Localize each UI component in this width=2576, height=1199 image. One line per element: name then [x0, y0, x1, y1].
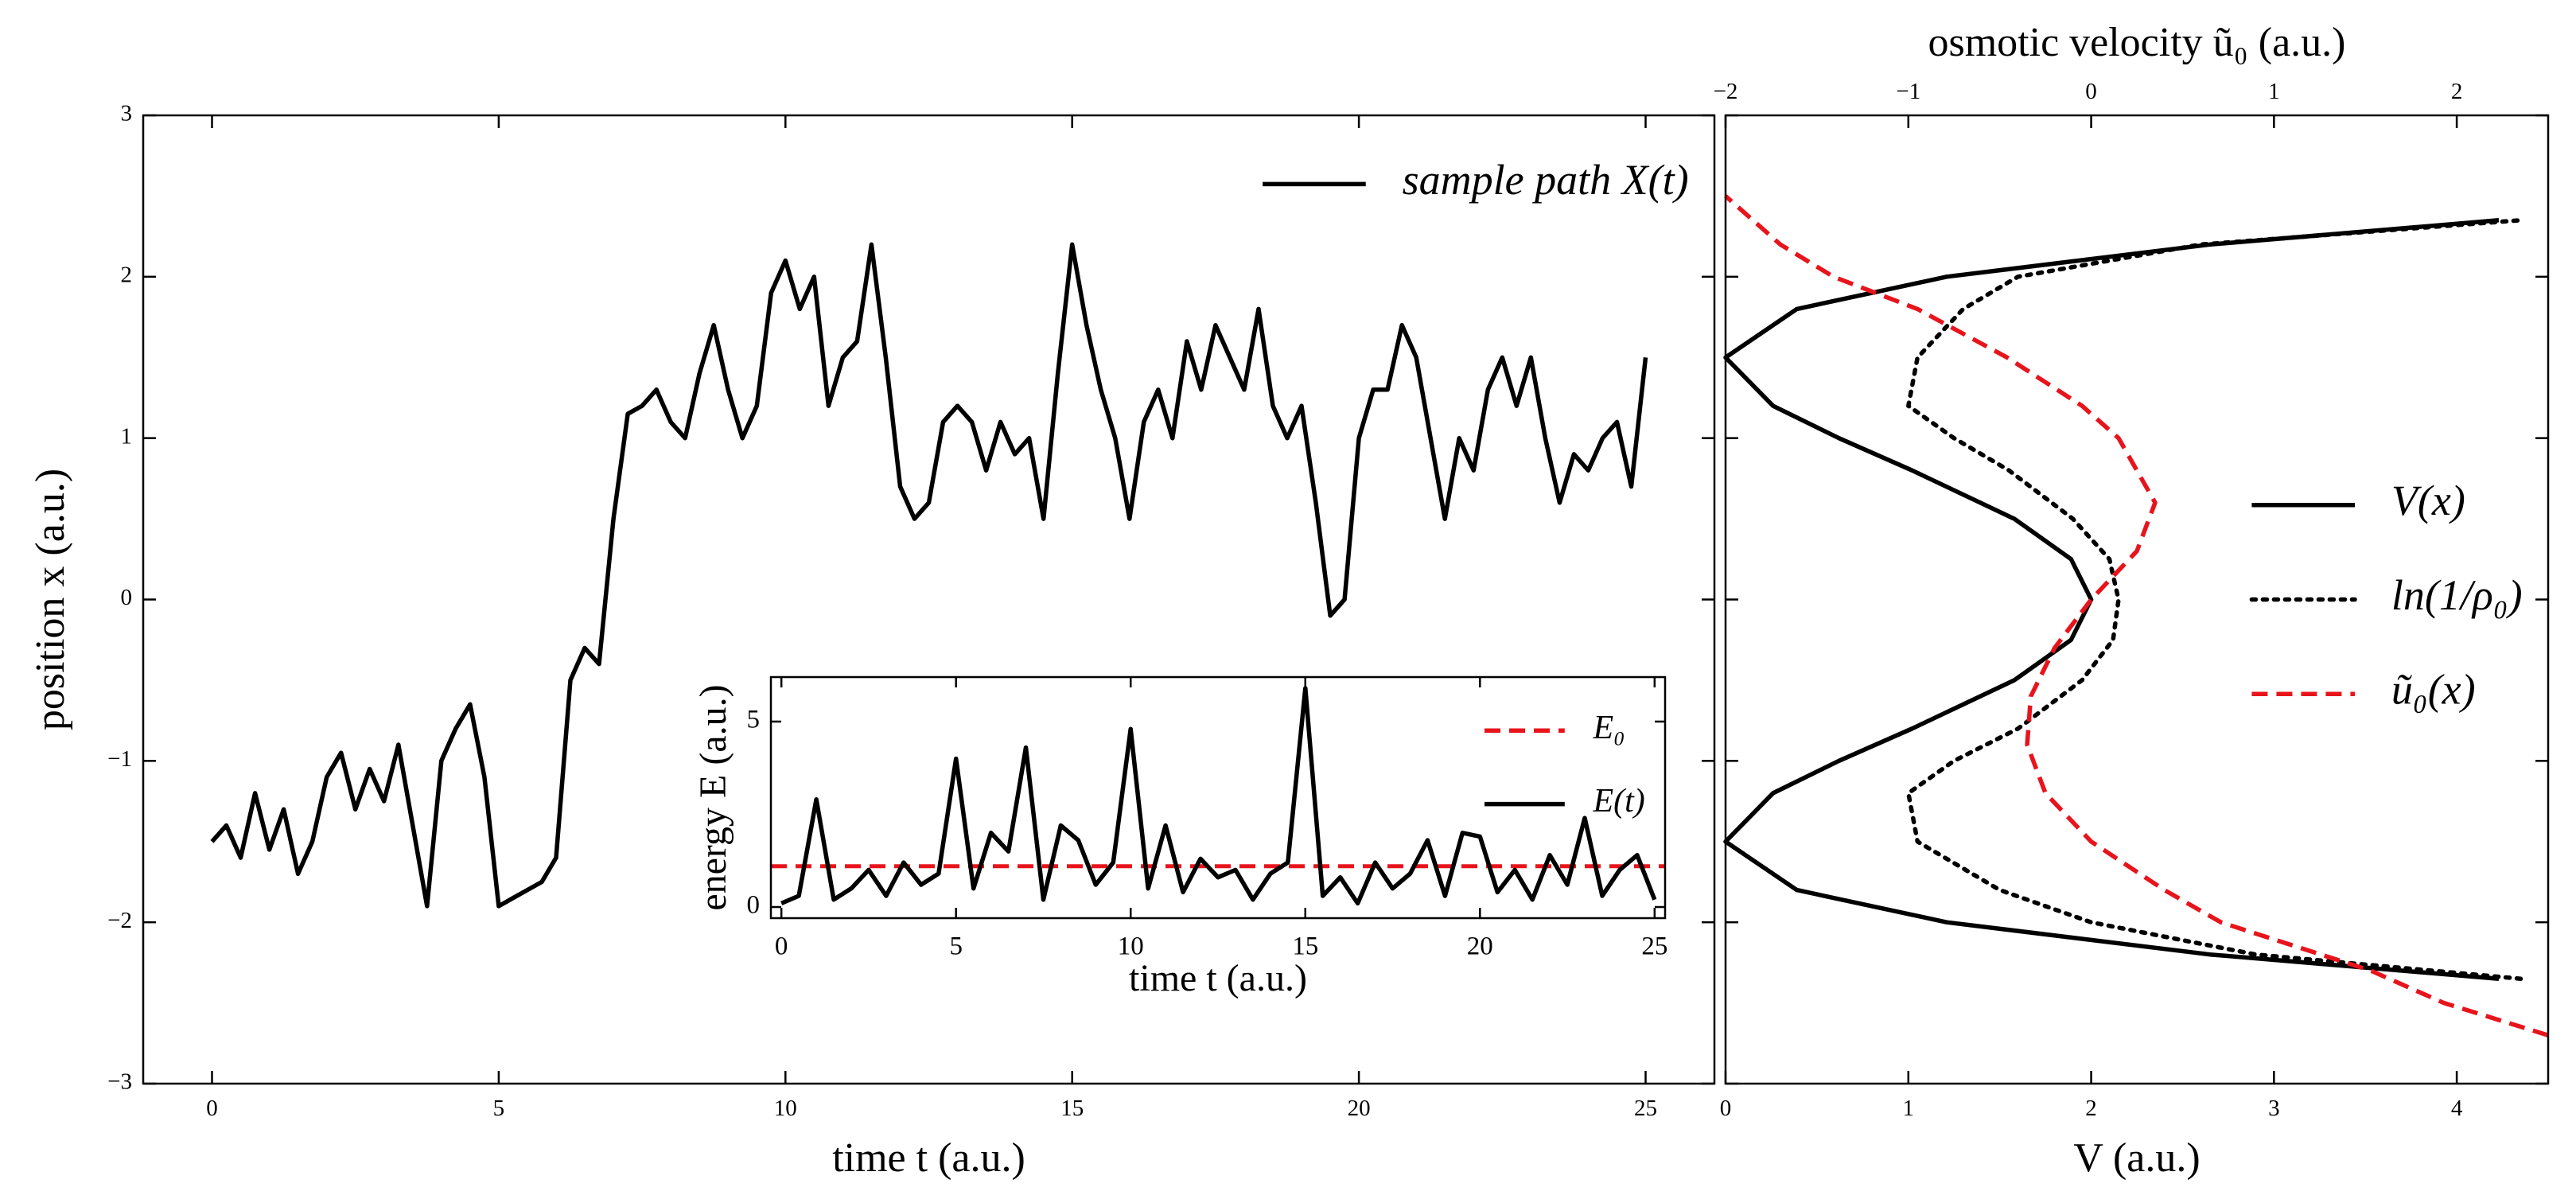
x-tick-label: 5: [493, 1096, 505, 1121]
x-tick-label: 10: [1118, 932, 1144, 961]
x-tick-label: 4: [2451, 1096, 2463, 1121]
y-tick-label: −3: [107, 1069, 132, 1095]
y-tick-label: −1: [107, 746, 132, 772]
x-tick-label: 20: [1467, 932, 1493, 961]
x-tick-label: 5: [949, 932, 963, 961]
x2-tick-label: 1: [2268, 79, 2280, 104]
x-tick-label: 0: [775, 932, 788, 961]
x-tick-label: 2: [2085, 1096, 2097, 1121]
legend-label: E₀: [1593, 710, 1625, 746]
y-tick-label: 2: [121, 262, 133, 287]
series-line: [1723, 218, 2500, 981]
axes-frame: [769, 675, 1667, 920]
x-tick-label: 20: [1348, 1096, 1371, 1121]
y-tick-label: 0: [747, 891, 761, 920]
y-tick-label: 5: [747, 706, 761, 734]
x-tick-label: 25: [1641, 932, 1667, 961]
panel: 0 1 2 3 4 −2 −1 0 1 2 V (a.u.) osmotic velocity ũ₀ …: [1714, 20, 2550, 1181]
x-tick-label: 1: [1903, 1096, 1915, 1121]
x-axis-label: time t (a.u.): [832, 1135, 1025, 1181]
y-tick-label: 1: [121, 423, 133, 449]
x2-tick-label: −1: [1896, 79, 1920, 104]
series-line: [1724, 194, 2549, 1037]
legend-label: V(x): [2391, 477, 2465, 524]
series-line: [210, 242, 1648, 909]
x-tick-label: 15: [1060, 1096, 1084, 1121]
x-tick-label: 10: [774, 1096, 797, 1121]
x-axis-label: V (a.u.): [2073, 1135, 2200, 1181]
legend-label: sample path X(t): [1403, 156, 1689, 204]
plot-area: [1726, 115, 2548, 1084]
x2-tick-label: 0: [2085, 79, 2097, 104]
plot-area: [143, 115, 1714, 1084]
plot-area: [771, 677, 1665, 918]
legend-label: ln(1/ρ₀): [2391, 571, 2523, 619]
x-tick-label: 3: [2268, 1096, 2280, 1121]
legend-label: E(t): [1593, 783, 1645, 819]
legend-label: ũ₀(x): [2391, 666, 2476, 714]
series-line: [1906, 218, 2523, 981]
x2-axis-label: osmotic velocity ũ₀ (a.u.): [1928, 20, 2345, 65]
x2-tick-label: 2: [2451, 79, 2463, 104]
x-tick-label: 0: [1720, 1096, 1732, 1121]
panel: 0 5 10 15 20 25 −3 −2 −1 0 1 2 3 time t (a.u.) positio…: [28, 101, 1716, 1181]
y-axis-label: energy E (a.u.): [692, 684, 734, 910]
panel: 0 5 10 15 20 25 0 5 time t (a.u.) energy E (a.u.)…: [692, 675, 1667, 999]
y-axis-label: position x (a.u.): [28, 469, 73, 730]
series-line: [780, 686, 1657, 906]
x-axis-label: time t (a.u.): [1129, 957, 1307, 999]
y-tick-label: 3: [121, 101, 133, 127]
y-tick-label: −2: [107, 908, 132, 933]
x-tick-label: 0: [206, 1096, 218, 1121]
x-tick-label: 15: [1292, 932, 1318, 961]
x-tick-label: 25: [1634, 1096, 1657, 1121]
y-tick-label: 0: [121, 585, 133, 610]
x2-tick-label: −2: [1714, 79, 1738, 104]
